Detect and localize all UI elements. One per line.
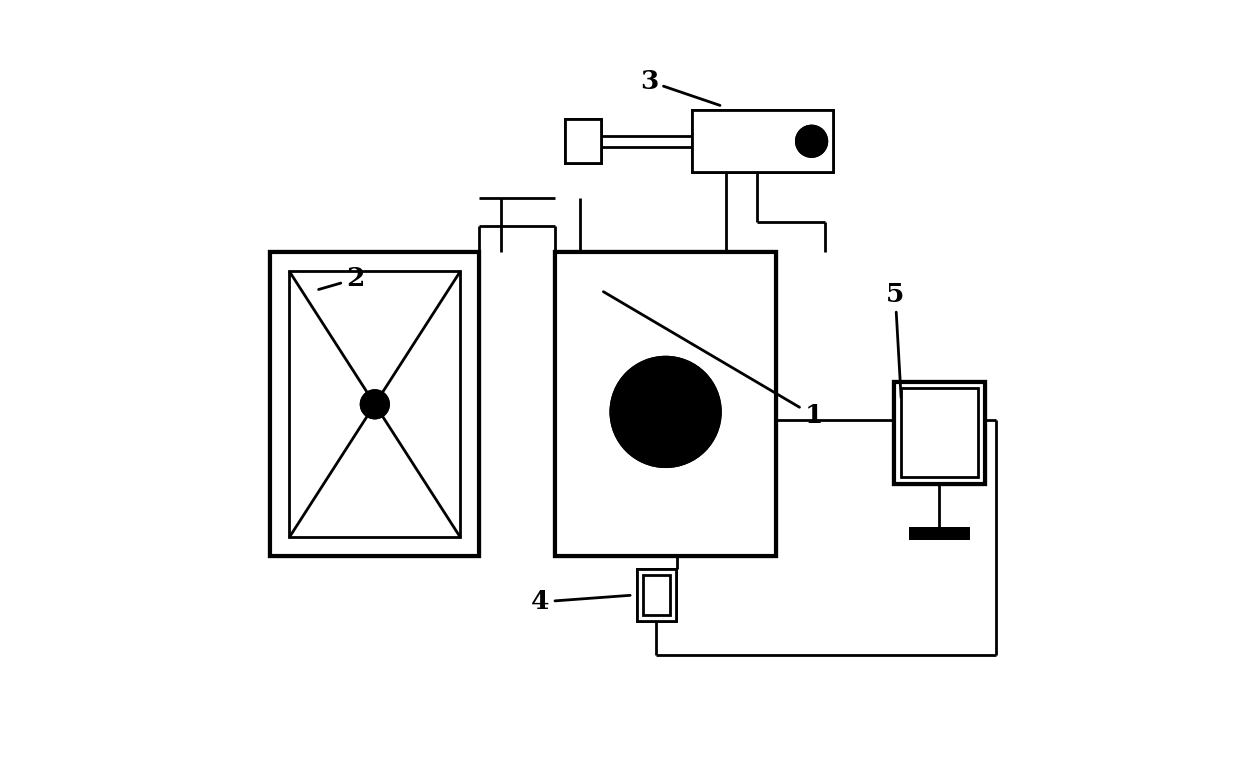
Bar <box>642 575 670 615</box>
Circle shape <box>361 391 388 418</box>
Bar <box>642 575 670 615</box>
Bar <box>894 382 985 485</box>
Bar <box>692 110 833 172</box>
Text: 3: 3 <box>640 69 720 105</box>
Bar <box>636 569 676 621</box>
Bar <box>636 569 676 621</box>
Bar <box>556 253 776 556</box>
Bar <box>692 110 833 172</box>
Bar <box>270 253 480 556</box>
Bar <box>270 253 480 556</box>
Bar <box>564 119 601 163</box>
Circle shape <box>361 391 388 418</box>
Circle shape <box>611 357 720 467</box>
Text: 5: 5 <box>887 282 904 398</box>
Bar <box>556 253 776 556</box>
Bar <box>910 528 968 538</box>
Text: 4: 4 <box>531 590 630 614</box>
Bar <box>564 119 601 163</box>
Bar <box>900 388 978 478</box>
Bar <box>900 388 978 478</box>
Bar <box>894 382 985 485</box>
Text: 2: 2 <box>319 266 365 291</box>
Bar <box>289 272 460 537</box>
Circle shape <box>796 126 827 156</box>
Circle shape <box>796 126 827 156</box>
Bar <box>289 272 460 537</box>
Bar <box>910 528 968 538</box>
Text: 1: 1 <box>604 291 823 428</box>
Circle shape <box>611 357 720 467</box>
